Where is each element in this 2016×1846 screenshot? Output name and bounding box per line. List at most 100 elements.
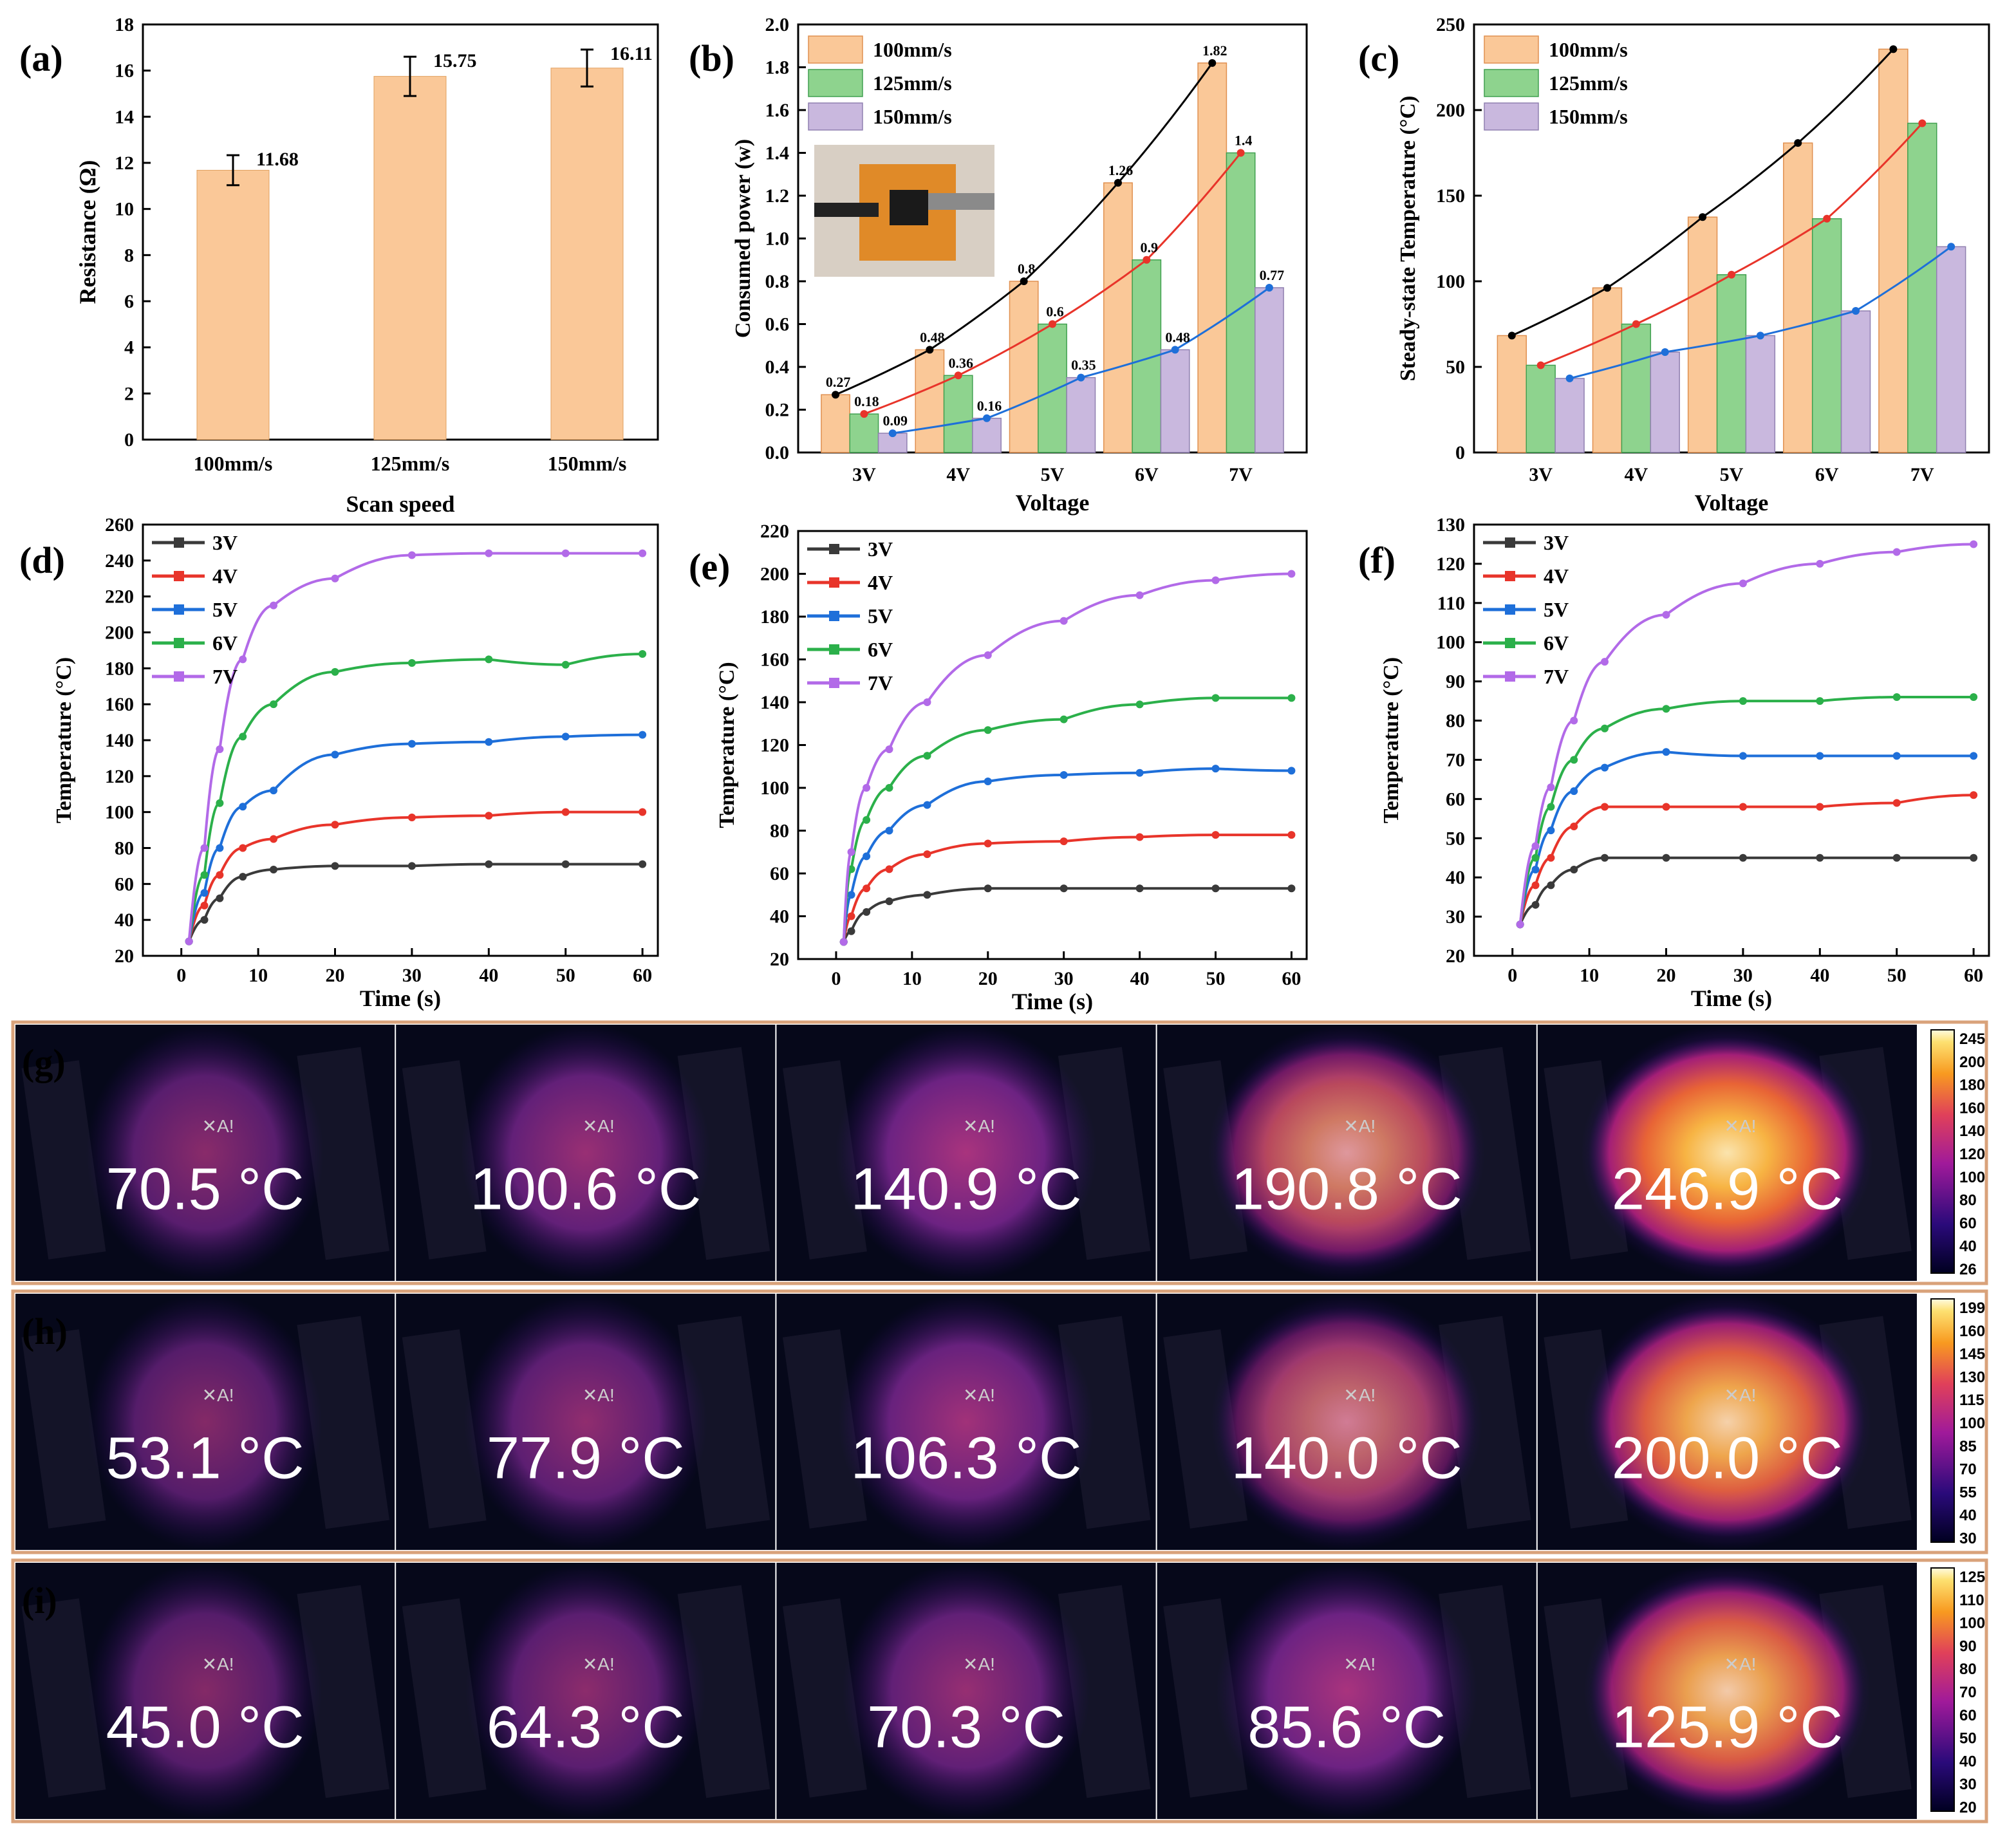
y-tick-label: 16	[115, 61, 134, 82]
y-tick-label: 20	[1446, 946, 1465, 967]
series-marker	[485, 655, 493, 664]
legend-label: 125mm/s	[1549, 71, 1628, 95]
series-marker	[863, 784, 871, 792]
bar	[196, 169, 270, 440]
thermal-electrode	[677, 1585, 770, 1798]
series-marker	[269, 700, 277, 709]
series-marker	[885, 826, 893, 835]
bar	[943, 375, 973, 453]
y-tick-label: 30	[1446, 906, 1465, 928]
trend-line	[835, 62, 1213, 396]
y-tick-label: 1.6	[765, 100, 790, 121]
colorbar-tick-label: 60	[1959, 1215, 1977, 1232]
series-marker	[1059, 715, 1068, 723]
data-label: 0.09	[882, 413, 908, 429]
series-marker	[331, 751, 339, 759]
colorbar-tick-label: 140	[1959, 1123, 1985, 1140]
thermal-electrode	[677, 1047, 770, 1260]
colorbar-tick-label: 125	[1959, 1569, 1985, 1586]
legend-label: 150mm/s	[1549, 105, 1628, 128]
series-marker	[1662, 611, 1670, 619]
y-tick-label: 20	[770, 949, 789, 970]
trend-point	[888, 429, 897, 438]
legend-label: 100mm/s	[1549, 38, 1628, 61]
series-marker	[185, 937, 193, 946]
series-marker	[1739, 803, 1747, 811]
series-marker	[561, 549, 570, 557]
series-marker	[561, 732, 570, 741]
series-marker	[885, 784, 893, 792]
legend-label: 6V	[1544, 631, 1569, 655]
thermal-sample-glow	[88, 1563, 322, 1819]
colorbar-tick-label: 200	[1959, 1054, 1985, 1071]
thermal-hotspot	[1591, 1575, 1864, 1807]
inset-photo-clamp	[890, 190, 928, 225]
y-tick-label: 12	[115, 153, 134, 174]
legend-label: 5V	[868, 604, 893, 628]
series-marker	[984, 726, 992, 734]
thermal-sample-glow	[86, 1025, 324, 1281]
series-marker	[1570, 787, 1578, 796]
colorbar-tick-label: 120	[1959, 1146, 1985, 1163]
legend-label: 4V	[212, 564, 238, 588]
trend-line	[863, 152, 1242, 415]
legend-label: 125mm/s	[873, 71, 952, 95]
thermal-electrode	[21, 1598, 106, 1798]
panel-label: (g)	[22, 1041, 66, 1083]
thermal-sample-glow	[463, 1294, 707, 1550]
series-marker	[216, 871, 224, 879]
series-line	[1518, 543, 1974, 925]
x-tick-label: 20	[1657, 965, 1676, 986]
series-marker	[1816, 559, 1824, 568]
thermal-marker: ✕A!	[583, 1385, 615, 1405]
data-label: 0.48	[920, 329, 945, 345]
series-marker	[331, 667, 339, 676]
thermal-marker: ✕A!	[1343, 1385, 1376, 1405]
y-tick-label: 100	[1436, 271, 1465, 292]
y-tick-label: 80	[1446, 711, 1465, 732]
series-marker	[269, 866, 277, 873]
x-tick-label: 10	[248, 965, 268, 986]
series-marker	[331, 821, 339, 829]
series-marker	[1739, 853, 1747, 862]
data-label: 0.27	[826, 374, 851, 390]
series-marker	[239, 732, 247, 741]
series-marker	[1570, 823, 1578, 830]
data-label: 1.26	[1108, 162, 1134, 178]
chart-b: (b) 0.0 0.2 0.4 0.6 0.8 1.0 1.2 1.4 1.6 1.8 2.0 3V 4V…	[689, 14, 1308, 516]
y-axis-label: Temperature (°C)	[1379, 657, 1403, 823]
bar	[1687, 216, 1718, 453]
x-tick-label: 4V	[946, 464, 970, 485]
trend-point	[1794, 139, 1802, 147]
trend-point	[954, 371, 962, 380]
y-tick-label: 80	[770, 821, 789, 842]
y-tick-label: 130	[1436, 514, 1465, 536]
y-tick-label: 70	[1446, 749, 1465, 770]
bar	[821, 394, 850, 453]
colorbar-tick-label: 60	[1959, 1707, 1977, 1724]
series-marker	[863, 852, 871, 861]
y-tick-label: 160	[105, 694, 134, 715]
colorbar-tick-label: 160	[1959, 1323, 1985, 1340]
x-tick-label: 4V	[1625, 464, 1648, 485]
colorbar-tick-label: 30	[1959, 1530, 1977, 1547]
colorbar-tick-label: 70	[1959, 1684, 1977, 1701]
colorbar-tick-label: 100	[1959, 1169, 1985, 1186]
y-tick-label: 40	[1446, 867, 1465, 888]
x-tick-label: 125mm/s	[371, 452, 450, 475]
bar	[1745, 335, 1776, 453]
y-tick-label: 4	[124, 337, 134, 359]
series-marker	[239, 655, 247, 664]
series-marker	[885, 745, 893, 754]
series-marker	[1531, 900, 1540, 909]
y-tick-label: 120	[760, 735, 789, 756]
y-tick-label: 140	[760, 692, 789, 713]
thermal-marker: ✕A!	[202, 1116, 234, 1136]
series-marker	[1662, 803, 1670, 811]
series-marker	[984, 884, 992, 893]
x-tick-label: 20	[978, 968, 998, 989]
thermal-row-frame	[11, 1289, 1988, 1554]
trend-point	[1728, 270, 1735, 279]
legend-label: 5V	[1544, 598, 1569, 621]
y-tick-label: 240	[105, 550, 134, 572]
